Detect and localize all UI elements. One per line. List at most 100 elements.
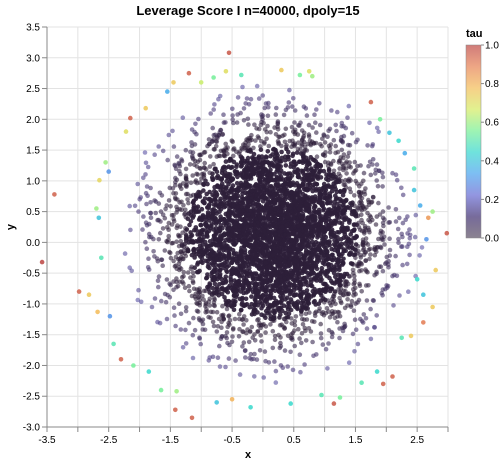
scatter-point — [228, 165, 234, 171]
scatter-point — [243, 168, 248, 173]
y-tick-label: 2.0 — [26, 115, 40, 126]
scatter-point — [359, 380, 364, 386]
scatter-point — [259, 305, 264, 311]
scatter-point — [279, 322, 284, 328]
scatter-point — [348, 261, 354, 266]
scatter-point — [237, 311, 242, 317]
scatter-point — [368, 336, 374, 342]
scatter-point — [234, 171, 240, 176]
scatter-point — [286, 275, 292, 281]
scatter-point — [159, 193, 165, 198]
scatter-point — [302, 362, 307, 367]
scatter-point — [271, 239, 277, 244]
scatter-point — [220, 334, 225, 339]
scatter-point — [283, 154, 288, 159]
scatter-point — [238, 308, 244, 313]
scatter-point — [181, 256, 186, 262]
scatter-point — [227, 179, 233, 184]
scatter-point — [193, 158, 198, 164]
scatter-point — [270, 345, 276, 351]
scatter-point — [232, 316, 238, 322]
scatter-point — [228, 300, 233, 305]
scatter-point — [407, 227, 412, 232]
scatter-point — [263, 260, 269, 266]
scatter-point — [298, 280, 303, 285]
scatter-point — [444, 230, 450, 236]
scatter-point — [203, 258, 209, 264]
scatter-point — [321, 195, 327, 201]
scatter-point — [384, 254, 390, 260]
scatter-point — [386, 258, 391, 264]
scatter-point — [339, 120, 345, 126]
scatter-point — [314, 182, 320, 187]
scatter-point — [244, 259, 250, 265]
scatter-point — [287, 206, 293, 211]
scatter-point — [323, 190, 328, 196]
scatter-point — [146, 256, 151, 262]
scatter-point — [222, 260, 227, 266]
scatter-point — [205, 212, 211, 217]
scatter-point — [322, 159, 328, 165]
scatter-point — [317, 214, 322, 220]
scatter-point — [156, 274, 162, 279]
scatter-point — [234, 271, 239, 277]
scatter-point — [323, 150, 328, 155]
scatter-point — [264, 294, 269, 300]
scatter-point — [252, 303, 257, 308]
scatter-point — [178, 327, 184, 332]
scatter-point — [272, 359, 277, 364]
scatter-point — [260, 93, 266, 98]
scatter-point — [348, 250, 354, 255]
scatter-point — [160, 226, 166, 231]
scatter-point — [257, 214, 262, 220]
scatter-point — [275, 183, 280, 189]
scatter-point — [224, 330, 230, 335]
scatter-point — [216, 248, 222, 254]
scatter-point — [191, 198, 197, 204]
scatter-point — [345, 154, 351, 159]
scatter-point — [278, 312, 283, 317]
scatter-point — [281, 238, 287, 244]
scatter-point — [319, 225, 325, 230]
scatter-point — [204, 231, 209, 237]
scatter-point — [376, 200, 381, 206]
scatter-point — [376, 129, 381, 134]
scatter-point — [225, 303, 230, 308]
scatter-point — [246, 141, 251, 147]
scatter-point — [368, 172, 374, 178]
scatter-point — [279, 67, 284, 73]
scatter-point — [245, 161, 250, 166]
scatter-point — [226, 222, 232, 228]
scatter-point — [341, 261, 346, 266]
scatter-point — [309, 283, 315, 289]
scatter-point — [260, 163, 266, 169]
scatter-point — [237, 224, 243, 229]
scatter-point — [309, 166, 314, 171]
scatter-point — [224, 268, 229, 273]
scatter-point — [217, 184, 222, 189]
scatter-point — [283, 107, 289, 113]
scatter-point — [159, 298, 164, 304]
scatter-point — [294, 150, 300, 155]
scatter-point — [325, 134, 330, 139]
scatter-point — [256, 317, 261, 322]
scatter-point — [212, 102, 217, 107]
scatter-point — [279, 278, 284, 284]
scatter-point — [291, 96, 296, 101]
scatter-point — [361, 178, 366, 184]
scatter-point — [201, 188, 206, 193]
scatter-point — [252, 351, 257, 357]
scatter-point — [243, 355, 248, 360]
scatter-point — [352, 169, 358, 174]
scatter-point — [319, 293, 324, 298]
scatter-point — [351, 308, 357, 314]
scatter-point — [296, 326, 301, 332]
scatter-point — [269, 216, 274, 222]
scatter-point — [226, 313, 232, 318]
scatter-point — [207, 303, 213, 308]
scatter-point — [210, 354, 216, 360]
scatter-point — [292, 108, 298, 113]
scatter-point — [196, 209, 202, 214]
scatter-point — [338, 299, 344, 304]
scatter-point — [206, 228, 212, 234]
